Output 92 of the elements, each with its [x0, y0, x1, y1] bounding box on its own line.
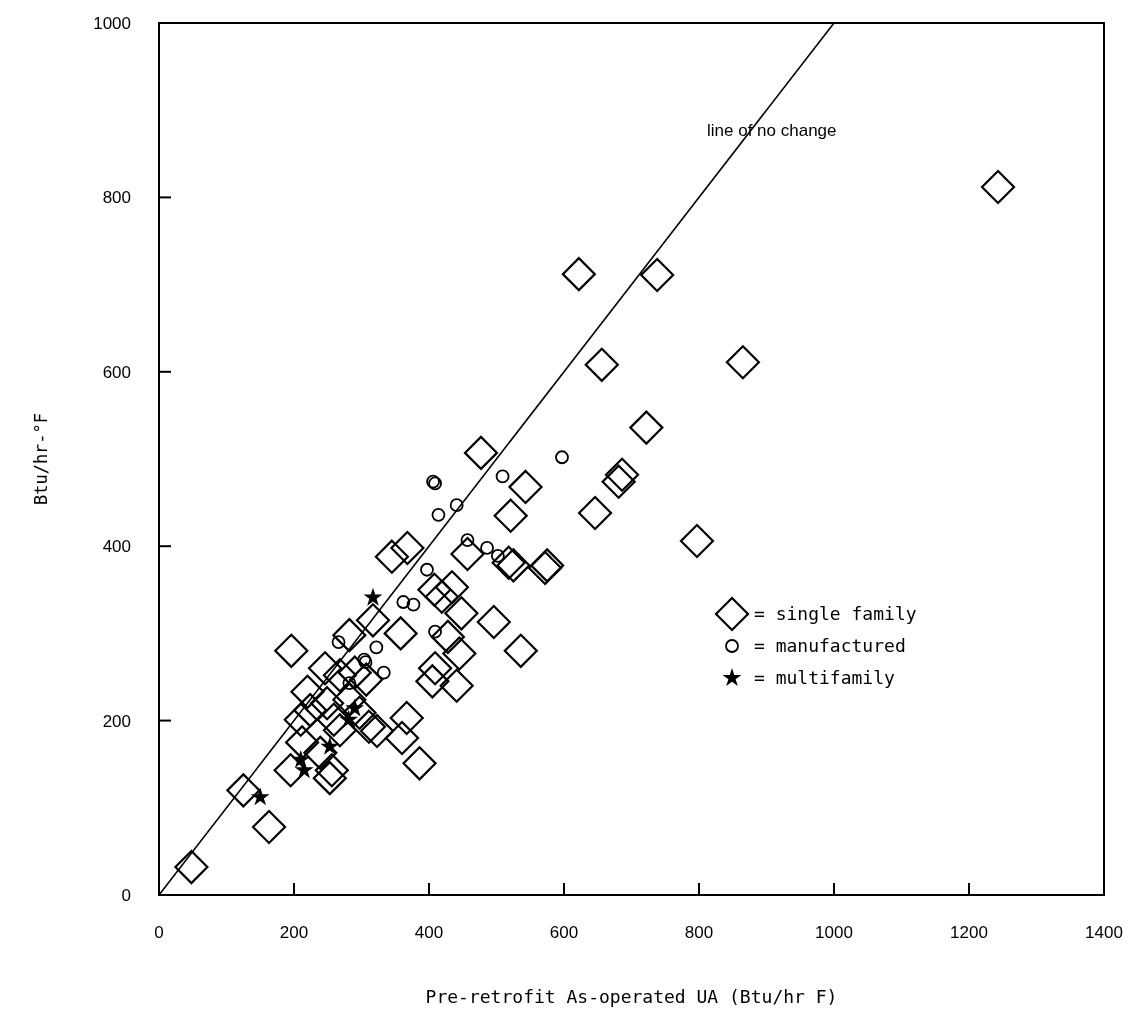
- point: [339, 709, 359, 728]
- point: [396, 595, 411, 609]
- point: [424, 579, 459, 614]
- legend-label: = multifamily: [754, 667, 896, 688]
- point: [604, 457, 640, 492]
- point: [980, 169, 1016, 205]
- point: [383, 616, 418, 651]
- point: [342, 695, 377, 730]
- point: [476, 604, 511, 640]
- point: [369, 640, 384, 655]
- point: [439, 668, 474, 703]
- point: [402, 746, 437, 781]
- x-tick-label: 400: [414, 923, 444, 942]
- point: [374, 539, 409, 574]
- point: [415, 664, 450, 699]
- point: [640, 257, 675, 293]
- point: [629, 410, 664, 445]
- point: [431, 507, 446, 522]
- point: [493, 498, 528, 533]
- point: [303, 735, 338, 770]
- point: [417, 572, 452, 607]
- point: [309, 686, 345, 721]
- point: [389, 700, 424, 736]
- y-tick-label: 600: [102, 362, 131, 382]
- point: [601, 464, 636, 499]
- point: [428, 624, 442, 639]
- point: [314, 753, 349, 788]
- point: [490, 548, 505, 563]
- point: [293, 693, 328, 728]
- point: [480, 541, 494, 555]
- x-tick-label: 800: [684, 923, 714, 942]
- point: [226, 773, 261, 808]
- point: [417, 651, 453, 686]
- x-tick-label: 0: [154, 923, 164, 942]
- point: [390, 530, 425, 566]
- point: [450, 536, 485, 572]
- point: [434, 570, 470, 605]
- point: [460, 533, 475, 547]
- point: [332, 618, 367, 653]
- point: [444, 596, 479, 631]
- legend-label: = manufactured: [754, 635, 906, 656]
- point: [508, 469, 543, 504]
- point: [349, 662, 384, 697]
- point: [251, 809, 287, 845]
- x-tick-label: 1000: [815, 923, 853, 942]
- point: [495, 469, 510, 484]
- x-tick-label: 1200: [950, 923, 988, 942]
- x-tick-label: 600: [549, 923, 579, 942]
- point: [555, 450, 569, 465]
- point: [331, 635, 346, 650]
- point: [442, 636, 477, 671]
- point: [430, 619, 465, 654]
- point: [577, 495, 613, 531]
- point: [420, 562, 434, 577]
- legend-label: = single family: [754, 603, 917, 624]
- point: [342, 676, 357, 690]
- point: [359, 713, 395, 749]
- point: [384, 720, 420, 756]
- point: [406, 597, 421, 612]
- y-tick-label: 400: [102, 537, 131, 557]
- point: [250, 787, 270, 806]
- point: [351, 709, 387, 744]
- point: [283, 702, 318, 737]
- point: [332, 682, 367, 717]
- point: [449, 498, 464, 513]
- point: [290, 674, 325, 709]
- point: [274, 633, 309, 668]
- x-tick-label: 1400: [1085, 923, 1123, 942]
- point: [291, 749, 311, 768]
- y-axis-title: Btu/hr-°F: [31, 412, 51, 506]
- y-tick-label: 200: [102, 711, 131, 731]
- point: [322, 658, 357, 693]
- point: [679, 523, 715, 559]
- point: [463, 435, 499, 470]
- point: [174, 850, 209, 885]
- point: [355, 603, 391, 638]
- point: [307, 651, 343, 686]
- y-tick-label: 0: [121, 886, 131, 905]
- point: [322, 713, 357, 748]
- point: [337, 655, 372, 690]
- point: [561, 257, 596, 292]
- point: [312, 761, 347, 796]
- x-axis-title: Pre-retrofit As-operated UA (Btu/hr F): [425, 986, 838, 1007]
- point: [363, 587, 383, 606]
- point: [725, 345, 760, 380]
- y-tick-label: 800: [102, 188, 131, 208]
- point: [285, 725, 320, 760]
- point: [503, 633, 538, 668]
- point: [584, 347, 619, 382]
- y-tick-label: 1000: [93, 14, 131, 33]
- point: [376, 665, 391, 680]
- x-tick-label: 200: [279, 923, 309, 942]
